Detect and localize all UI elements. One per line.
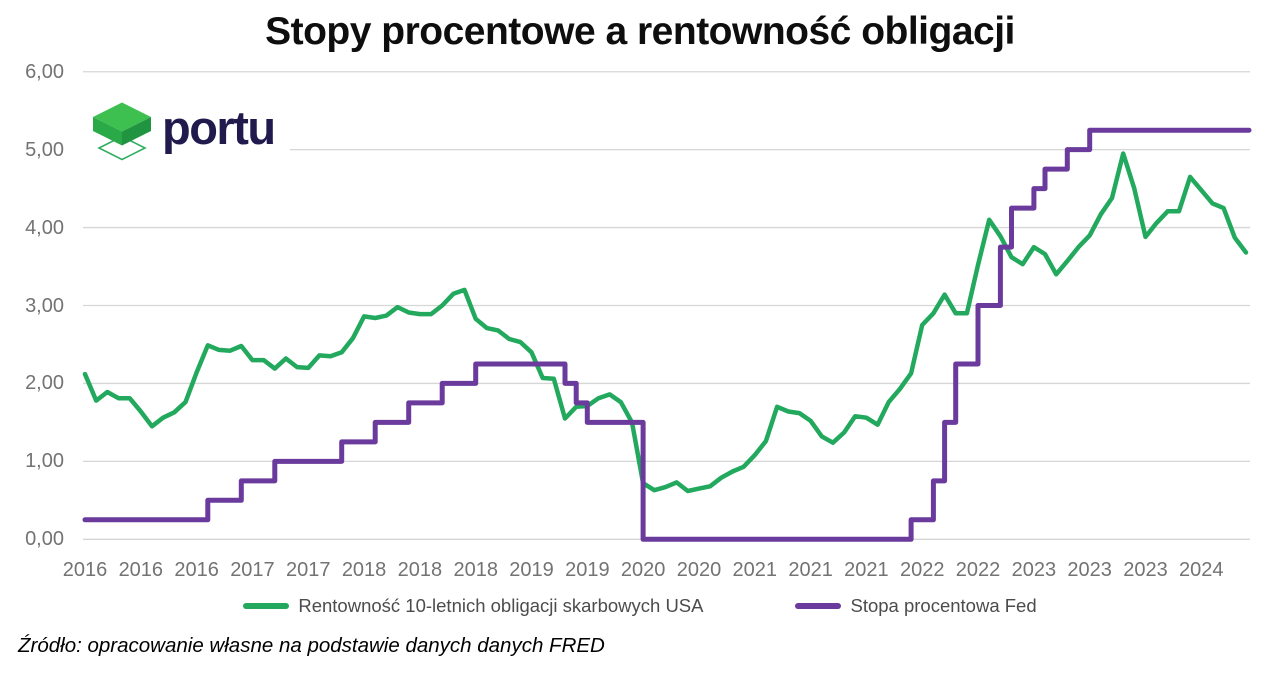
x-tick-label: 2023 bbox=[1011, 559, 1057, 581]
x-tick-label: 2018 bbox=[397, 559, 443, 581]
x-tick-label: 2020 bbox=[620, 559, 666, 581]
x-tick-label: 2021 bbox=[732, 559, 778, 581]
x-tick-label: 2021 bbox=[788, 559, 833, 581]
x-tick-label: 2018 bbox=[341, 559, 387, 581]
x-tick-label: 2023 bbox=[1123, 559, 1168, 581]
x-tick-label: 2020 bbox=[676, 559, 722, 581]
portu-logo: portu bbox=[78, 92, 290, 178]
x-tick-label: 2023 bbox=[1067, 559, 1112, 581]
x-tick-label: 2017 bbox=[230, 559, 275, 581]
x-tick-label: 2021 bbox=[844, 559, 889, 581]
x-tick-label: 2022 bbox=[955, 559, 1001, 581]
source-note: Źródło: opracowanie własne na podstawie … bbox=[18, 634, 605, 657]
bond-yield-line bbox=[82, 151, 1249, 494]
portu-wordmark: portu bbox=[162, 101, 276, 154]
y-tick-label: 5,00 bbox=[25, 138, 64, 161]
bond-yield-legend-swatch bbox=[243, 603, 290, 609]
legend-item-bond-yield: Rentowność 10-letnich obligacji skarbowy… bbox=[243, 595, 703, 617]
x-tick-label: 2018 bbox=[453, 559, 498, 581]
x-tick-label: 2019 bbox=[565, 559, 610, 581]
x-tick-label: 2016 bbox=[62, 559, 108, 581]
x-tick-label: 2016 bbox=[118, 559, 164, 581]
y-tick-label: 3,00 bbox=[25, 294, 64, 317]
y-tick-label: 0,00 bbox=[25, 528, 64, 551]
y-tick-label: 2,00 bbox=[25, 372, 64, 395]
legend-item-fed-rate: Stopa procentowa Fed bbox=[795, 595, 1037, 617]
x-tick-label: 2019 bbox=[509, 559, 554, 581]
chart-legend: Rentowność 10-letnich obligacji skarbowy… bbox=[0, 595, 1280, 617]
chart-title: Stopy procentowe a rentowność obligacji bbox=[265, 10, 1015, 53]
portu-cube-icon bbox=[93, 102, 151, 161]
fed-rate-legend-swatch bbox=[795, 603, 842, 609]
x-tick-label: 2017 bbox=[286, 559, 331, 581]
y-tick-label: 4,00 bbox=[25, 216, 64, 239]
bond-yield-legend-label: Rentowność 10-letnich obligacji skarbowy… bbox=[298, 595, 704, 616]
x-tick-label: 2024 bbox=[1179, 559, 1224, 581]
y-tick-label: 1,00 bbox=[25, 450, 64, 473]
y-tick-label: 6,00 bbox=[25, 60, 64, 83]
x-tick-label: 2022 bbox=[899, 559, 945, 581]
x-tick-label: 2016 bbox=[174, 559, 219, 581]
fed-rate-line bbox=[82, 127, 1252, 542]
fed-rate-legend-label: Stopa procentowa Fed bbox=[850, 595, 1037, 616]
